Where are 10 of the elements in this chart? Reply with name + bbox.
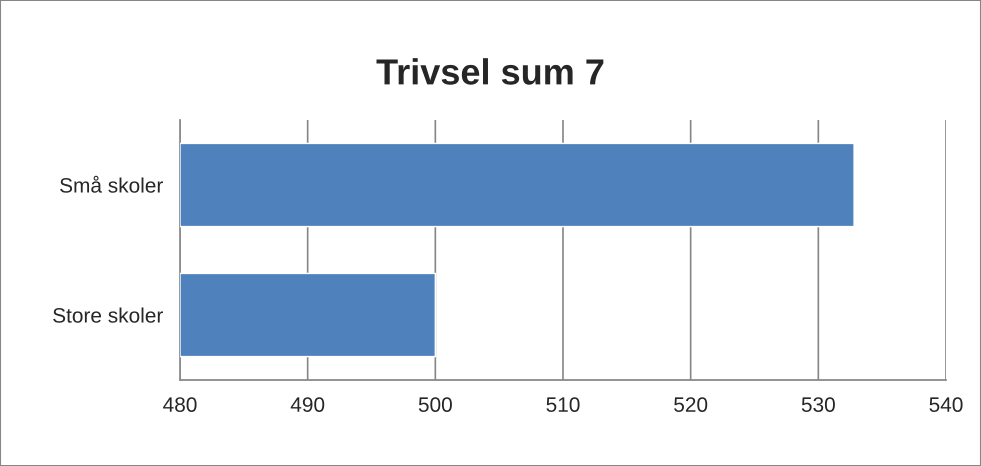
x-tick-label: 500 [418, 397, 452, 412]
x-tick-label: 480 [163, 397, 197, 412]
y-tick-label: Store skoler [53, 307, 163, 323]
chart-title: Trivsel sum 7 [376, 58, 604, 85]
x-tick-label: 520 [674, 397, 708, 412]
x-tick-label: 490 [290, 397, 324, 412]
x-tick-label: 510 [546, 397, 580, 412]
x-tick-label: 540 [929, 397, 963, 412]
x-tick-label: 530 [802, 397, 835, 412]
y-tick-label: Små skoler [60, 176, 163, 193]
